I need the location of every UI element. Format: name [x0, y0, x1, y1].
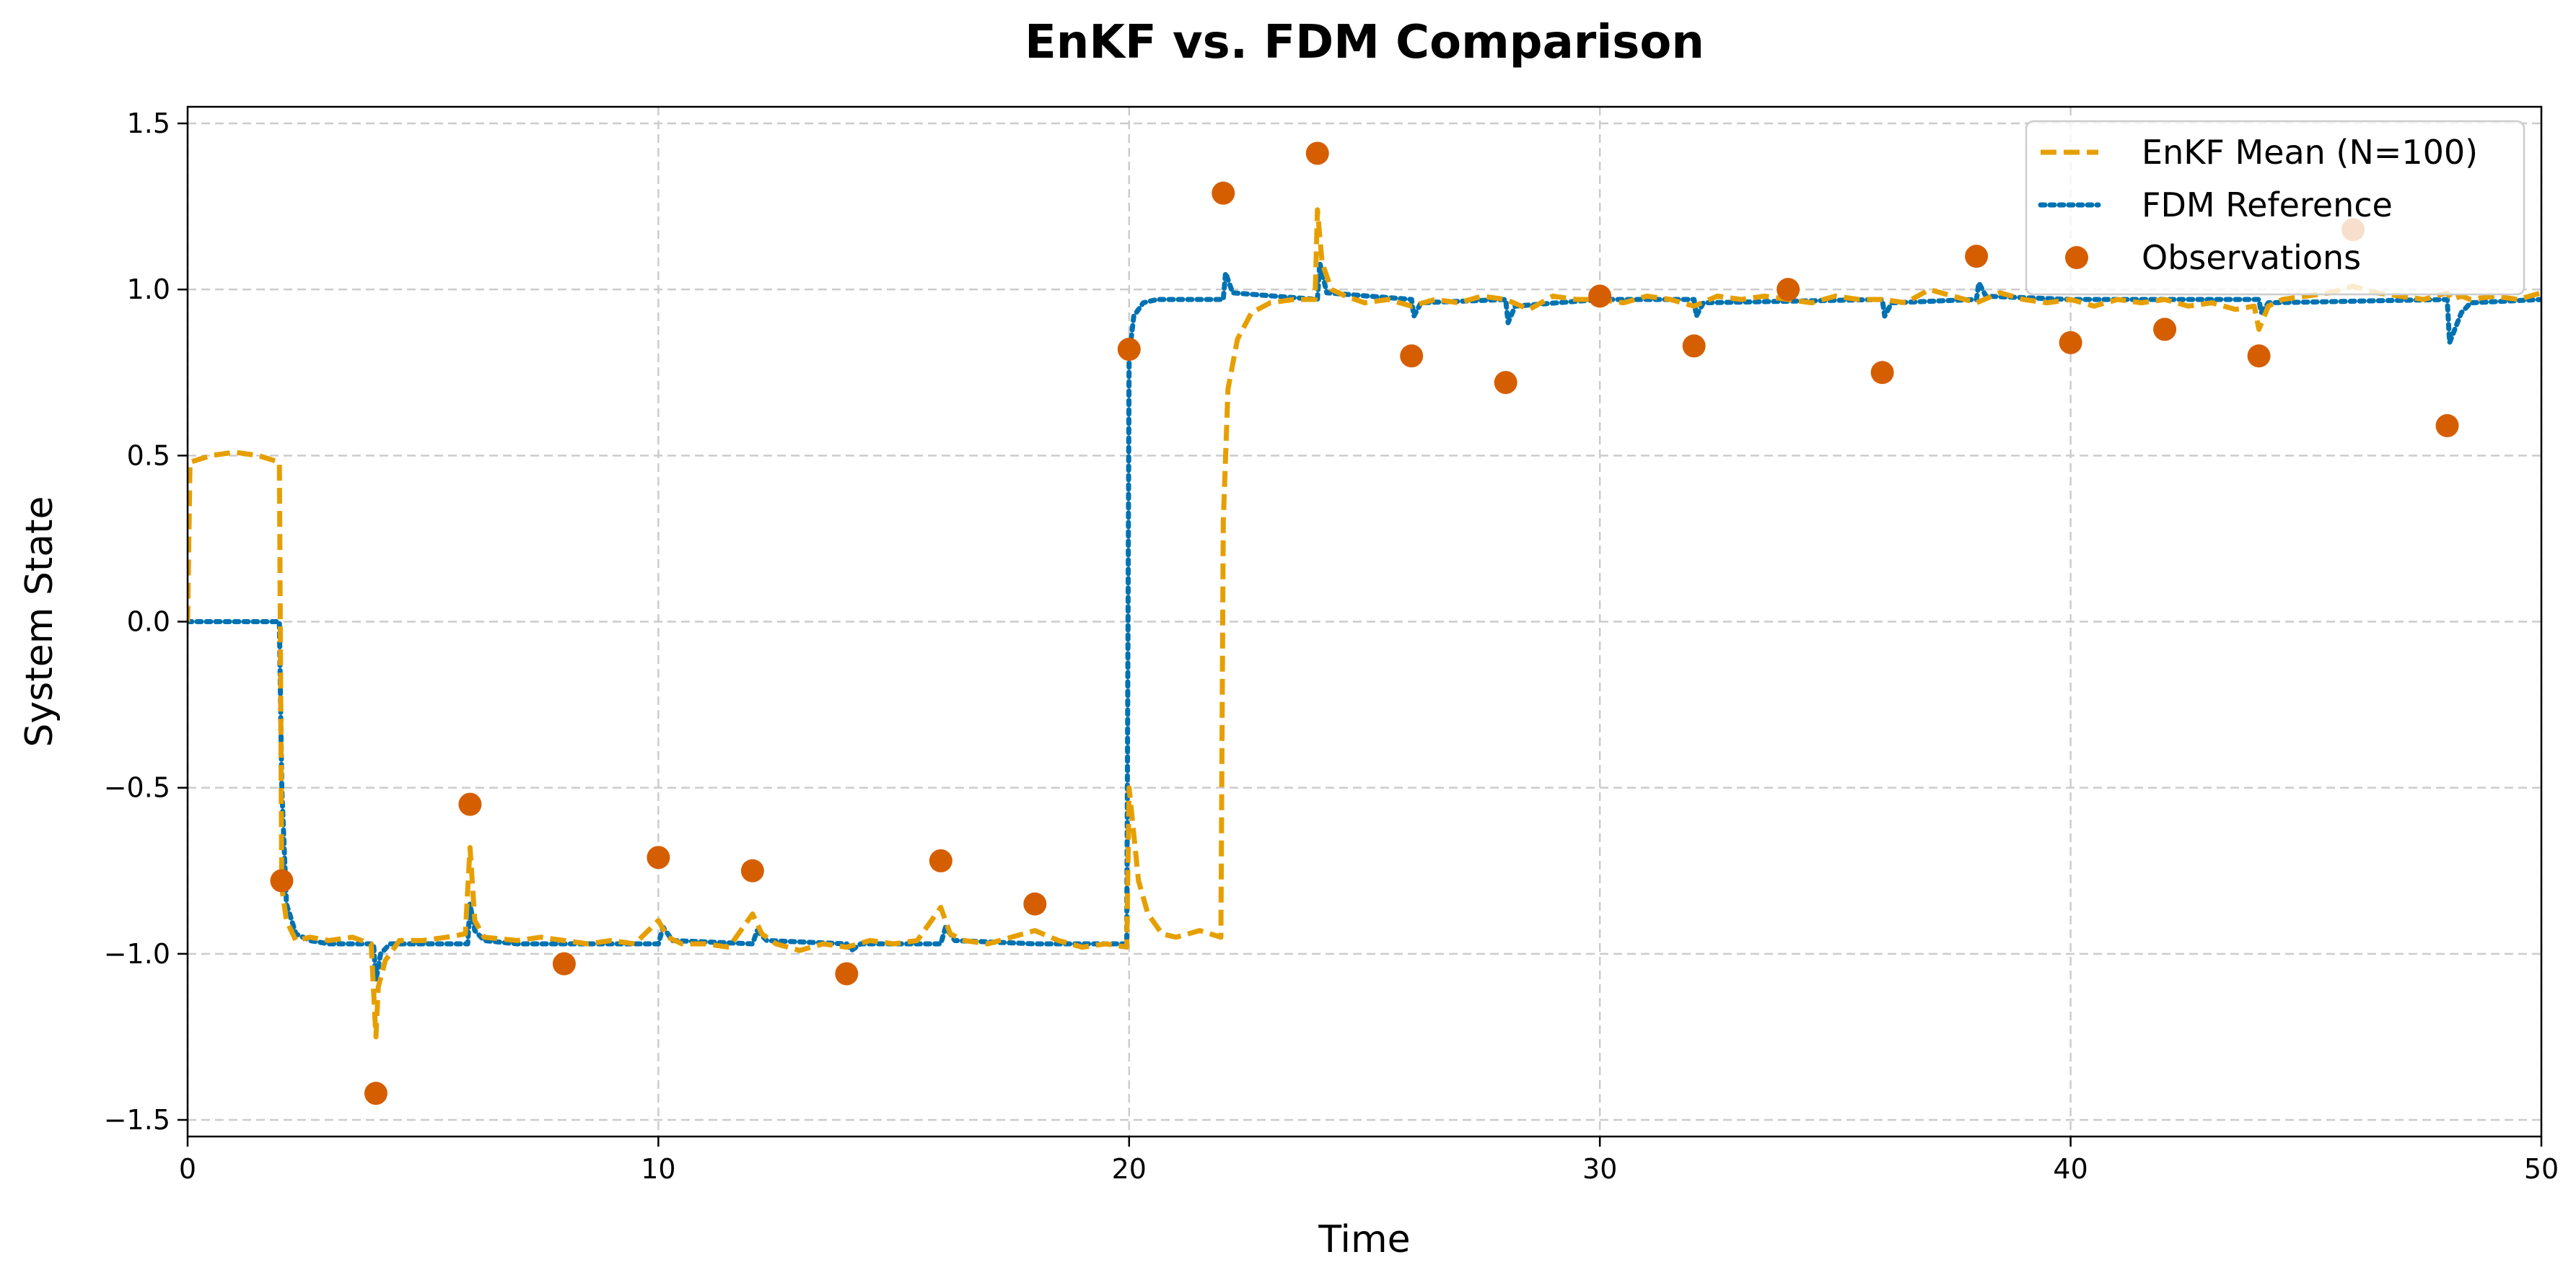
observation-point — [1400, 344, 1424, 368]
observation-point — [1023, 892, 1047, 916]
y-tick-label: 1.5 — [127, 108, 170, 139]
y-axis-label: System State — [18, 496, 61, 747]
legend-label-fdm-reference: FDM Reference — [2142, 185, 2393, 224]
x-axis-label: Time — [1318, 1218, 1410, 1261]
observation-point — [647, 846, 670, 870]
observation-point — [2059, 330, 2082, 354]
legend: EnKF Mean (N=100) FDM Reference Observatio… — [2025, 120, 2525, 296]
x-tick-label: 50 — [2524, 1153, 2559, 1185]
x-tick-label: 10 — [641, 1153, 675, 1185]
x-tick-label: 30 — [1582, 1153, 1617, 1185]
y-tick-label: −1.5 — [104, 1104, 170, 1136]
series-line-enkf-mean-n-100 — [188, 207, 2541, 1040]
observation-point — [1588, 284, 1612, 308]
observation-point — [1305, 141, 1329, 165]
observation-point — [929, 849, 952, 872]
observation-point — [552, 952, 576, 976]
observation-point — [1777, 278, 1800, 302]
observation-point — [1682, 334, 1706, 358]
observation-point — [458, 792, 482, 816]
observation-point — [1965, 245, 1989, 268]
x-tick-label: 40 — [2053, 1153, 2087, 1185]
chart-title: EnKF vs. FDM Comparison — [1025, 16, 1704, 69]
y-tick-label: −0.5 — [104, 772, 170, 804]
observation-point — [2247, 344, 2271, 368]
y-axis: −1.5 −1.0 −0.5 0.0 0.5 1.0 1.5 — [104, 108, 188, 1136]
x-axis: 0 10 20 30 40 50 — [179, 1137, 2559, 1185]
y-tick-label: 1.0 — [127, 273, 170, 305]
observation-point — [1870, 361, 1894, 385]
legend-label-observations: Observations — [2142, 238, 2361, 277]
x-tick-label: 0 — [179, 1153, 196, 1185]
observation-point — [1494, 371, 1517, 395]
legend-label-enkf-mean-n-100: EnKF Mean (N=100) — [2142, 133, 2478, 172]
observation-point — [1117, 338, 1141, 362]
y-tick-label: 0.0 — [127, 606, 170, 638]
legend-swatch-observations — [2065, 246, 2088, 269]
observation-point — [2153, 318, 2177, 341]
y-tick-label: −1.0 — [104, 938, 170, 970]
observation-point — [2435, 413, 2459, 437]
observation-point — [270, 869, 294, 893]
observation-point — [740, 859, 764, 883]
series-line-fdm-reference — [188, 260, 2541, 984]
observation-point — [1212, 181, 1235, 205]
observation-point — [364, 1082, 387, 1105]
legend-box — [2025, 120, 2525, 296]
plot-area — [188, 141, 2541, 1105]
y-tick-label: 0.5 — [127, 439, 170, 471]
x-tick-label: 20 — [1112, 1153, 1147, 1185]
observation-point — [835, 962, 859, 986]
